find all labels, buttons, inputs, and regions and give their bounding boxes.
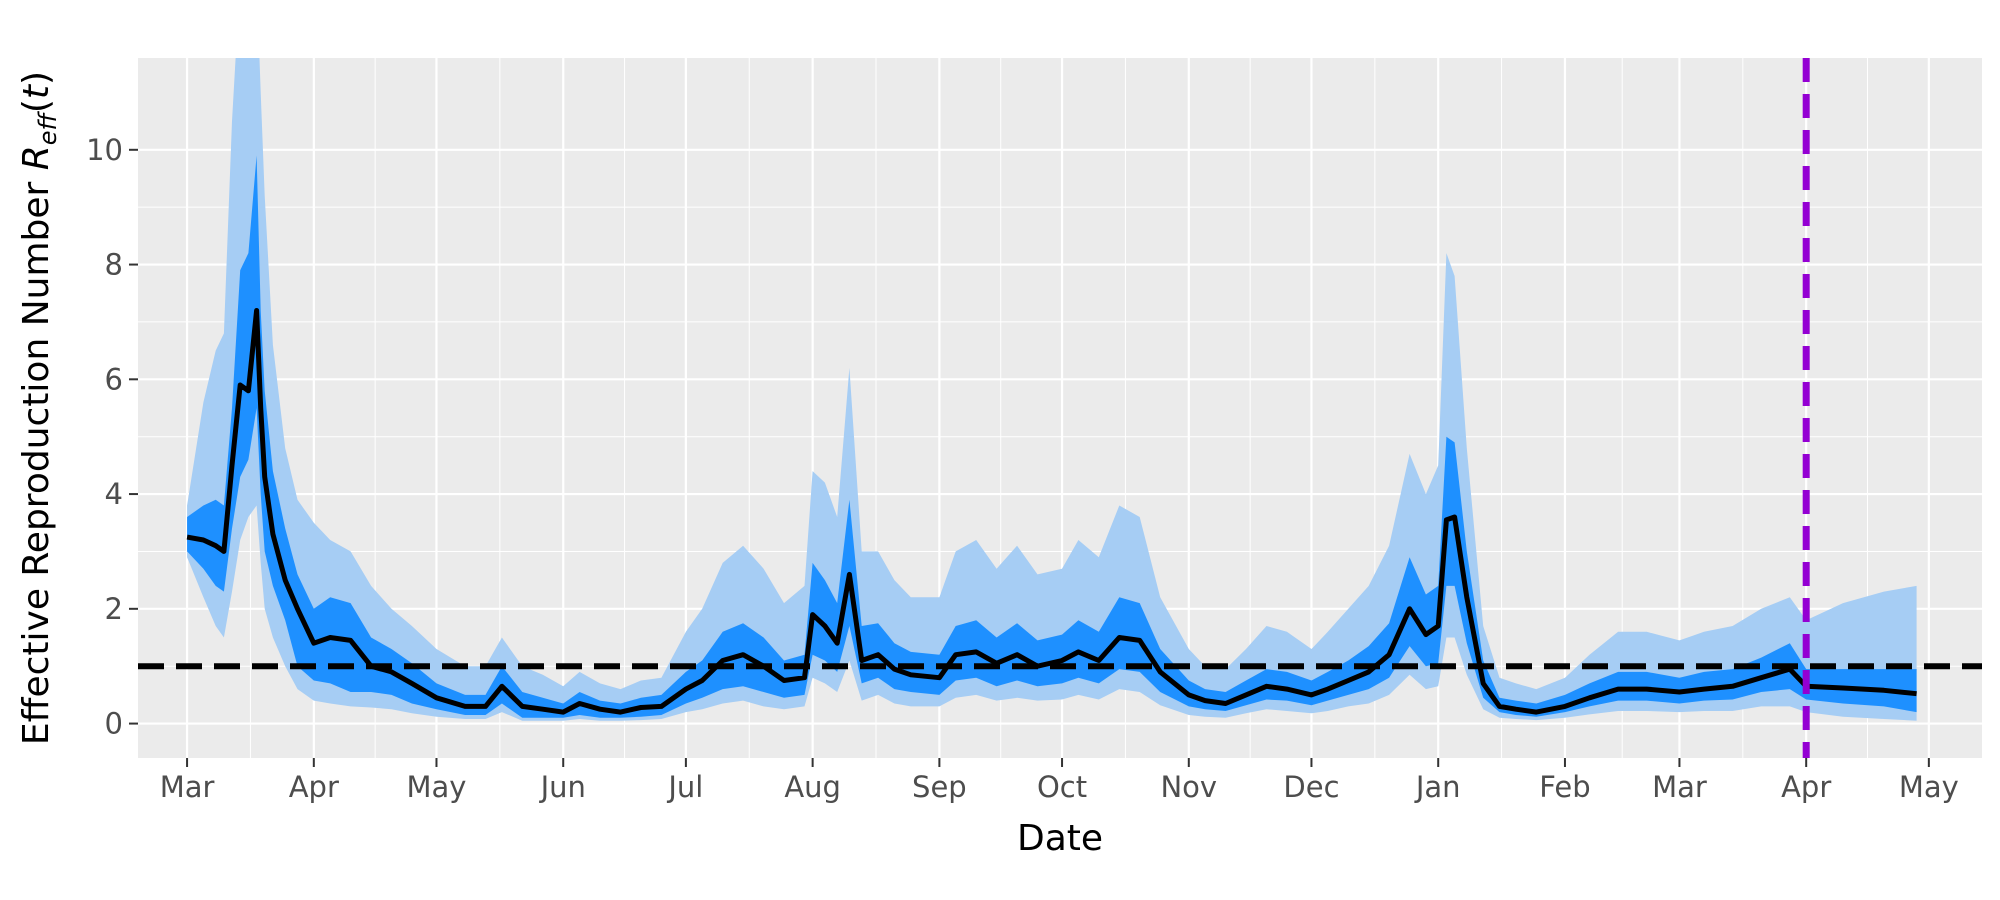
x-tick-label: Mar [1652, 770, 1707, 804]
y-axis-title-close-paren: ) [16, 71, 57, 85]
x-tick-label: Oct [1037, 770, 1087, 804]
x-tick-label: May [406, 770, 466, 804]
x-tick-label: Sep [912, 770, 967, 804]
x-tick-label: May [1899, 770, 1959, 804]
x-tick-label: Dec [1283, 770, 1339, 804]
y-axis-title-prefix: Effective Reproduction Number [16, 170, 57, 745]
x-tick-label: Jun [539, 770, 586, 804]
y-tick-label: 10 [86, 133, 123, 167]
x-axis: Mar Apr May Jun Jul Aug Sep Oct Nov Dec Jan Feb Mar A… [160, 758, 1959, 804]
y-axis: 0 2 4 6 8 10 [86, 133, 138, 741]
y-axis-title-subscript: eff [34, 110, 62, 145]
x-tick-label: Apr [289, 770, 339, 804]
x-tick-label: Nov [1160, 770, 1217, 804]
median-line [186, 308, 1917, 715]
y-tick-label: 8 [105, 248, 123, 282]
y-tick-label: 2 [105, 592, 123, 626]
y-axis-title: Effective Reproduction Number Reff(t) [16, 71, 62, 745]
y-tick-label: 6 [105, 362, 123, 396]
y-axis-title-variable: t [16, 83, 57, 99]
x-tick-label: Jan [1414, 770, 1461, 804]
x-tick-label: Apr [1781, 770, 1831, 804]
y-axis-title-open-paren: ( [16, 99, 57, 113]
y-axis-title-symbol: R [16, 145, 57, 170]
inner-credible-interval-band [187, 155, 1917, 718]
y-tick-label: 4 [105, 477, 123, 511]
x-tick-label: Jul [666, 770, 703, 804]
x-axis-title: Date [1017, 818, 1103, 859]
x-tick-label: Mar [160, 770, 215, 804]
x-tick-label: Aug [784, 770, 841, 804]
x-tick-label: Feb [1539, 770, 1590, 804]
y-tick-label: 0 [105, 707, 123, 741]
